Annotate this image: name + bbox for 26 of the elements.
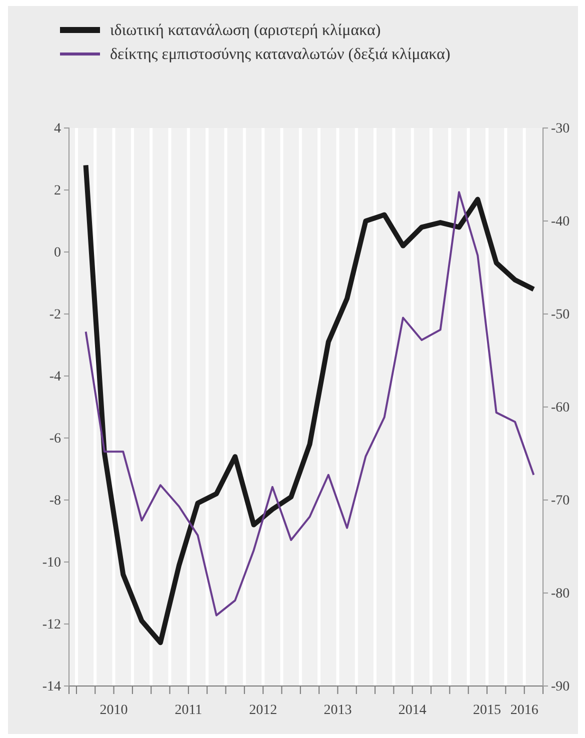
y2-tick-label: -90 [551, 679, 570, 694]
y-tick-label: 2 [54, 183, 61, 198]
x-tick-label: 2014 [398, 702, 426, 718]
y-tick-label: -2 [49, 307, 61, 322]
y-tick-label: -14 [42, 679, 61, 694]
y-tick-label: -12 [42, 617, 61, 632]
legend-label: ιδιωτική κατανάλωση (αριστερή κλίμακα) [110, 22, 381, 39]
y-tick-label: 0 [54, 245, 61, 260]
x-tick-label: 2012 [249, 702, 278, 718]
x-tick-label: 2013 [324, 702, 352, 718]
x-tick-label: 2016 [510, 702, 538, 718]
y-tick-label: -6 [49, 431, 61, 446]
y2-tick-label: -60 [551, 400, 570, 416]
x-tick-label: 2011 [174, 702, 202, 718]
legend-label: δείκτης εμπιστοσύνης καταναλωτών (δεξιά κλίμακα) [110, 46, 450, 63]
y-tick-label: -10 [42, 555, 61, 570]
y2-tick-label: -80 [551, 586, 570, 602]
y2-tick-label: -30 [551, 121, 570, 136]
x-tick-label: 2015 [473, 702, 502, 718]
y-tick-label: -4 [49, 369, 61, 384]
y2-tick-label: -70 [551, 493, 570, 508]
y-tick-label: -8 [49, 493, 61, 508]
y2-tick-label: -40 [551, 214, 570, 230]
x-tick-label: 2010 [100, 702, 128, 718]
y2-tick-label: -50 [551, 307, 570, 322]
y-tick-label: 4 [54, 121, 61, 136]
